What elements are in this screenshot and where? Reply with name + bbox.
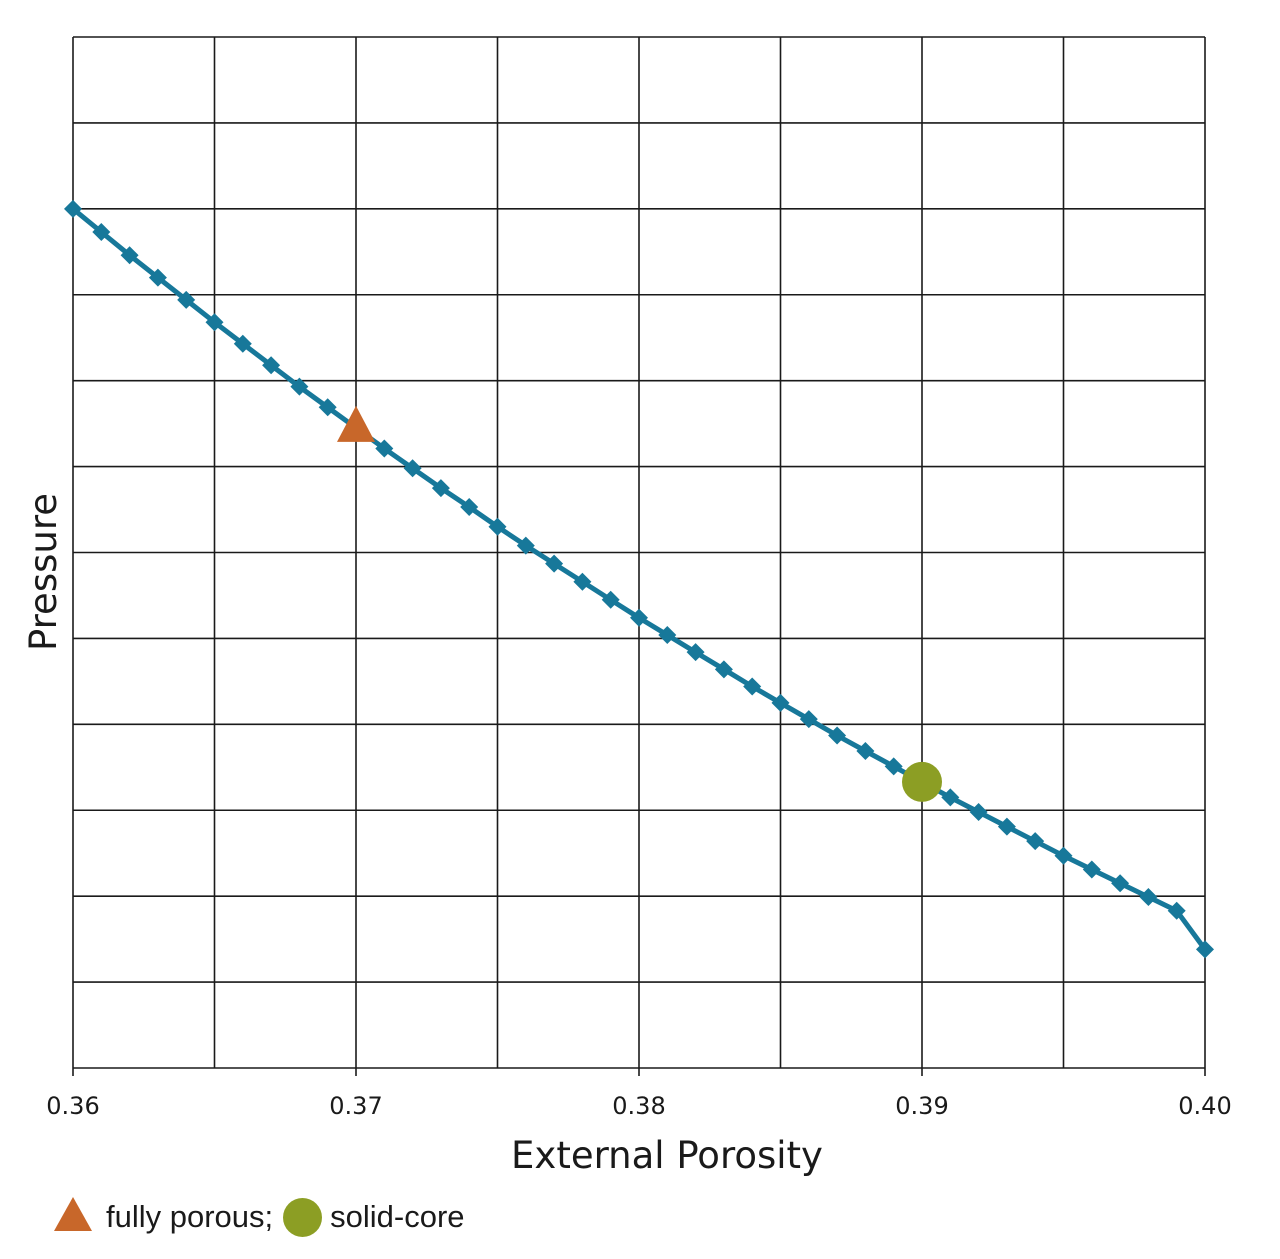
diamond-marker bbox=[290, 377, 309, 396]
y-axis-title: Pressure bbox=[22, 493, 65, 651]
highlight-points bbox=[337, 405, 942, 802]
grid bbox=[72, 36, 1206, 1076]
diamond-marker bbox=[630, 608, 648, 627]
diamond-marker bbox=[92, 223, 111, 242]
diamond-marker bbox=[1139, 888, 1158, 907]
diamond-marker bbox=[743, 677, 762, 696]
x-tick-label: 0.36 bbox=[46, 1092, 99, 1120]
legend-label-fully-porous: fully porous; bbox=[106, 1199, 274, 1234]
x-tick-label: 0.38 bbox=[612, 1092, 665, 1120]
diamond-marker bbox=[545, 554, 564, 573]
diamond-marker bbox=[997, 817, 1016, 836]
x-tick-labels: 0.36 0.37 0.38 0.39 0.40 bbox=[46, 1092, 1231, 1120]
diamond-marker bbox=[686, 643, 705, 662]
diamond-marker bbox=[1082, 860, 1101, 879]
diamond-marker bbox=[431, 479, 450, 498]
x-tick-label: 0.40 bbox=[1178, 1092, 1231, 1120]
diamond-marker bbox=[969, 802, 988, 821]
diamond-marker bbox=[488, 517, 507, 536]
diamond-marker bbox=[573, 572, 592, 591]
diamond-marker bbox=[1167, 901, 1186, 920]
diamond-marker bbox=[403, 459, 422, 478]
diamond-marker bbox=[799, 710, 818, 729]
diamond-marker bbox=[233, 334, 252, 353]
diamond-marker bbox=[941, 788, 960, 807]
diamond-marker bbox=[262, 356, 281, 375]
diamond-marker bbox=[64, 199, 82, 218]
x-axis-title: External Porosity bbox=[511, 1134, 823, 1177]
series-line bbox=[64, 199, 1214, 959]
legend: fully porous; solid-core bbox=[54, 1194, 465, 1240]
diamond-marker bbox=[714, 660, 733, 679]
diamond-marker bbox=[375, 439, 394, 458]
triangle-icon bbox=[54, 1197, 92, 1231]
diamond-marker bbox=[516, 536, 535, 555]
diamond-marker bbox=[120, 246, 139, 265]
diamond-marker bbox=[1196, 940, 1214, 959]
diamond-marker bbox=[601, 590, 620, 609]
diamond-marker bbox=[1111, 874, 1130, 893]
diamond-marker bbox=[177, 290, 196, 309]
diamond-marker bbox=[828, 726, 847, 745]
diamond-marker bbox=[148, 268, 167, 287]
diamond-marker bbox=[771, 693, 790, 712]
solid-core-marker bbox=[902, 761, 942, 802]
diamond-marker bbox=[1054, 846, 1073, 865]
legend-label-solid-core: solid-core bbox=[330, 1199, 465, 1234]
diamond-marker bbox=[460, 497, 479, 516]
fully-porous-marker bbox=[337, 405, 375, 442]
diamond-marker bbox=[1026, 832, 1045, 851]
diamond-marker bbox=[856, 741, 875, 760]
diamond-marker bbox=[884, 757, 903, 776]
x-tick-label: 0.37 bbox=[329, 1092, 382, 1120]
circle-icon bbox=[283, 1197, 323, 1237]
diamond-marker bbox=[318, 398, 337, 417]
diamond-marker bbox=[658, 625, 677, 644]
diamond-marker bbox=[205, 313, 224, 332]
x-tick-label: 0.39 bbox=[895, 1092, 948, 1120]
